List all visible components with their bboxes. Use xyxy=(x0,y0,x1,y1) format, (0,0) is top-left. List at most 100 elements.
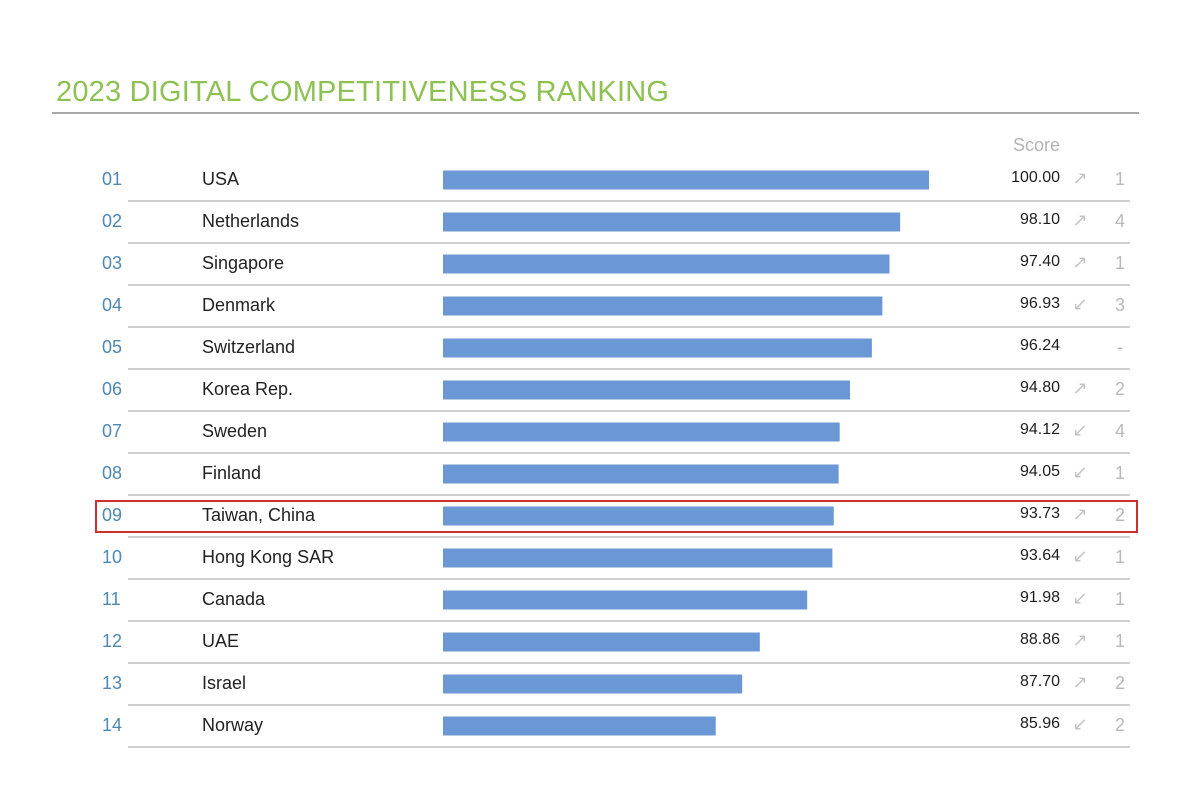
rank-label: 09 xyxy=(102,505,123,525)
table-row: 04 Denmark 96.93 ↙ 3 xyxy=(0,294,1200,348)
title-divider xyxy=(52,112,1139,114)
row-divider xyxy=(128,410,1130,412)
table-row: 14 Norway 85.96 ↙ 2 xyxy=(0,714,1200,768)
trend-up-icon: ↗ xyxy=(1072,378,1088,398)
table-row: 12 UAE 88.86 ↗ 1 xyxy=(0,630,1200,684)
table-row: 05 Switzerland 96.24 - xyxy=(0,337,1200,390)
trend-up-icon: ↗ xyxy=(1072,168,1088,188)
bar-03 xyxy=(443,254,890,274)
table-row: 06 Korea Rep. 94.80 ↗ 2 xyxy=(0,378,1200,432)
country-label: Singapore xyxy=(202,253,285,273)
score-label: 96.93 xyxy=(1019,295,1060,312)
row-divider xyxy=(128,284,1130,286)
bar-07 xyxy=(443,422,840,442)
country-label: Hong Kong SAR xyxy=(202,547,335,567)
rank-label: 02 xyxy=(102,211,123,231)
bar-11 xyxy=(443,590,808,610)
rank-change-label: - xyxy=(1117,337,1123,357)
trend-up-icon: ↗ xyxy=(1072,630,1088,650)
score-label: 93.64 xyxy=(1019,547,1060,564)
country-label: Finland xyxy=(202,463,262,483)
trend-down-icon: ↙ xyxy=(1072,294,1088,314)
row-divider xyxy=(128,452,1130,454)
score-label: 97.40 xyxy=(1019,253,1060,270)
highlight-box xyxy=(95,500,1138,533)
rank-label: 01 xyxy=(102,169,123,189)
rank-label: 06 xyxy=(102,379,123,399)
score-label: 94.80 xyxy=(1019,379,1060,396)
row-divider xyxy=(128,326,1130,328)
rank-change-label: 4 xyxy=(1114,421,1125,441)
trend-down-icon: ↙ xyxy=(1072,420,1088,440)
table-row: 03 Singapore 97.40 ↗ 1 xyxy=(0,252,1200,306)
bar-02 xyxy=(443,212,901,232)
row-divider xyxy=(128,242,1130,244)
country-label: Taiwan, China xyxy=(202,505,316,525)
row-divider xyxy=(128,662,1130,664)
trend-up-icon: ↗ xyxy=(1072,210,1088,230)
rank-change-label: 1 xyxy=(1114,631,1125,651)
rank-label: 08 xyxy=(102,463,123,483)
bar-10 xyxy=(443,548,833,568)
score-label: 85.96 xyxy=(1019,715,1060,732)
rank-change-label: 1 xyxy=(1114,169,1125,189)
score-label: 96.24 xyxy=(1019,337,1060,354)
trend-down-icon: ↙ xyxy=(1072,546,1088,566)
country-label: Netherlands xyxy=(202,211,300,231)
bar-08 xyxy=(443,464,839,484)
row-divider xyxy=(128,536,1130,538)
bar-04 xyxy=(443,296,883,316)
rank-change-label: 2 xyxy=(1114,715,1125,735)
rank-change-label: 1 xyxy=(1114,547,1125,567)
rank-change-label: 4 xyxy=(1114,211,1125,231)
country-label: Israel xyxy=(202,673,247,693)
trend-down-icon: ↙ xyxy=(1072,714,1088,734)
table-row: 09 Taiwan, China 93.73 ↗ 2 xyxy=(0,504,1200,558)
country-label: UAE xyxy=(202,631,240,651)
row-divider xyxy=(128,200,1130,202)
score-label: 100.00 xyxy=(1011,169,1060,186)
table-row: 11 Canada 91.98 ↙ 1 xyxy=(0,588,1200,642)
trend-up-icon: ↗ xyxy=(1072,504,1088,524)
rank-label: 04 xyxy=(102,295,123,315)
country-label: Korea Rep. xyxy=(202,379,294,399)
bar-06 xyxy=(443,380,851,400)
rank-label: 03 xyxy=(102,253,123,273)
bar-09 xyxy=(443,506,834,526)
row-divider xyxy=(128,578,1130,580)
score-label: 91.98 xyxy=(1019,589,1060,606)
table-row: 13 Israel 87.70 ↗ 2 xyxy=(0,672,1200,726)
score-label: 93.73 xyxy=(1019,505,1060,522)
country-label: Canada xyxy=(202,589,266,609)
table-row: 02 Netherlands 98.10 ↗ 4 xyxy=(0,210,1200,264)
table-row: 10 Hong Kong SAR 93.64 ↙ 1 xyxy=(0,546,1200,600)
rank-label: 05 xyxy=(102,337,123,357)
bar-05 xyxy=(443,338,872,358)
country-label: USA xyxy=(202,169,240,189)
score-column-header: Score xyxy=(1012,135,1060,155)
rank-change-label: 1 xyxy=(1114,589,1125,609)
trend-up-icon: ↗ xyxy=(1072,672,1088,692)
country-label: Sweden xyxy=(202,421,268,441)
country-label: Switzerland xyxy=(202,337,296,357)
score-label: 98.10 xyxy=(1019,211,1060,228)
bar-14 xyxy=(443,716,716,736)
rank-change-label: 3 xyxy=(1114,295,1125,315)
row-divider xyxy=(128,368,1130,370)
bar-13 xyxy=(443,674,743,694)
country-label: Denmark xyxy=(202,295,276,315)
score-label: 94.05 xyxy=(1019,463,1060,480)
bar-12 xyxy=(443,632,760,652)
rank-label: 14 xyxy=(102,715,123,735)
table-row: 01 USA 100.00 ↗ 1 xyxy=(0,168,1200,222)
rank-label: 11 xyxy=(102,589,121,609)
rank-change-label: 2 xyxy=(1114,379,1125,399)
rank-change-label: 1 xyxy=(1114,253,1125,273)
rank-label: 10 xyxy=(102,547,123,567)
table-row: 08 Finland 94.05 ↙ 1 xyxy=(0,462,1200,516)
rank-label: 07 xyxy=(102,421,123,441)
rank-label: 13 xyxy=(102,673,123,693)
score-label: 87.70 xyxy=(1019,673,1060,690)
rank-change-label: 1 xyxy=(1114,463,1125,483)
